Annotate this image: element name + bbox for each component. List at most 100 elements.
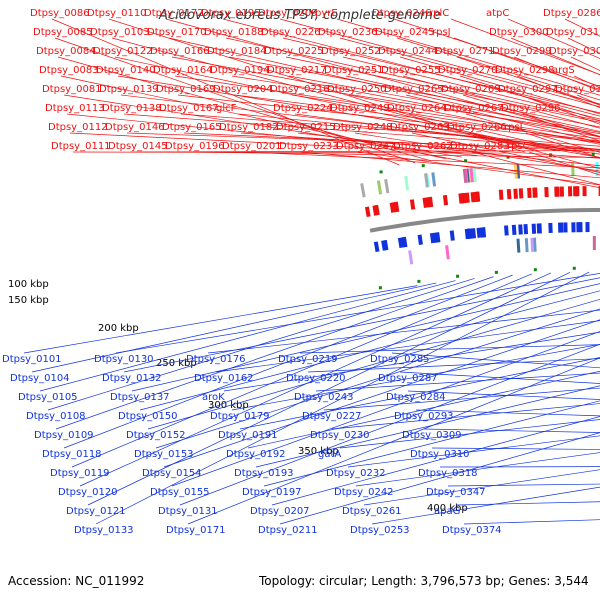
reverse-gene-arrow [468, 228, 474, 239]
reverse-leader-line [63, 274, 513, 449]
forward-gene-label: Dtpsy_0225 [264, 46, 324, 57]
forward-gene-arrow [425, 197, 431, 208]
reverse-leader-line [307, 358, 600, 373]
reverse-gene-arrow [401, 236, 408, 248]
reverse-gene-arrow [382, 239, 389, 251]
reverse-leader-line [147, 298, 600, 430]
tick-mark [464, 159, 468, 163]
forward-leader-line [54, 37, 416, 164]
scale-label: 300 kbp [208, 400, 249, 411]
forward-gene-label: Dtpsy_0299 [492, 46, 552, 57]
forward-gene-label: atpC [486, 8, 509, 19]
reverse-gene-label: Dtpsy_0121 [66, 506, 126, 517]
forward-leader-line [117, 75, 573, 151]
forward-gene-label: Dtpsy_0184 [207, 46, 267, 57]
forward-gene-label: Dtpsy_0194 [210, 65, 270, 76]
forward-leader-line [297, 132, 600, 167]
forward-gene-label: Dtpsy_0283 [450, 141, 510, 152]
forward-gene-label: Dtpsy_0145 [108, 141, 168, 152]
forward-leader-line [183, 132, 600, 152]
forward-leader-line [459, 75, 600, 122]
forward-gene-arrow [470, 192, 476, 203]
reverse-leader-line [331, 403, 600, 430]
reverse-gene-label: Dtpsy_0153 [134, 449, 194, 460]
forward-leader-line [237, 113, 600, 150]
forward-gene-arrow [513, 188, 518, 199]
forward-gene-arrow [364, 206, 371, 218]
reverse-gene-label: Dtpsy_0179 [210, 411, 270, 422]
scale-label: 200 kbp [98, 323, 139, 334]
reverse-gene-label: Dtpsy_0374 [442, 525, 502, 536]
reverse-gene-label: Dtpsy_0191 [218, 430, 278, 441]
forward-gene-label: rpsJ [432, 27, 451, 38]
forward-leader-line [168, 37, 600, 137]
reverse-gene-arrow [373, 241, 380, 253]
reverse-leader-line [347, 435, 600, 468]
forward-gene-label: Dtpsy_0217 [267, 65, 327, 76]
forward-gene-label: Dtpsy_0215 [276, 122, 336, 133]
reverse-gene-label: Dtpsy_0155 [150, 487, 210, 498]
forward-gene-label: Dtpsy_0103 [90, 27, 150, 38]
reverse-leader-line [123, 277, 600, 373]
feature-block [516, 238, 521, 253]
reverse-leader-line [391, 352, 600, 369]
forward-leader-line [456, 56, 600, 106]
forward-gene-label: Dtpsy_0263 [390, 122, 450, 133]
forward-leader-line [528, 151, 600, 176]
reverse-gene-label: Dtpsy_0318 [418, 468, 478, 479]
forward-gene-label: Dtpsy_0262 [393, 141, 453, 152]
forward-gene-label: Dtpsy_0111 [51, 141, 111, 152]
reverse-leader-line [31, 282, 437, 373]
scale-label: 400 kbp [427, 503, 468, 514]
reverse-gene-label: Dtpsy_0211 [258, 525, 318, 536]
forward-leader-line [357, 151, 600, 186]
forward-leader-line [240, 132, 600, 159]
reverse-leader-line [223, 331, 600, 392]
forward-gene-label: Dtpsy_0195 [201, 8, 261, 19]
reverse-gene-label: Dtpsy_0207 [250, 506, 310, 517]
reverse-gene-label: Dtpsy_0219 [278, 354, 338, 365]
feature-block [376, 180, 383, 195]
forward-gene-label: Dtpsy_0250 [327, 84, 387, 95]
reverse-leader-line [215, 320, 600, 373]
forward-leader-line [408, 113, 600, 158]
forward-leader-line [354, 132, 600, 172]
forward-gene-label: Dtpsy_0196 [165, 141, 225, 152]
reverse-leader-line [55, 276, 494, 430]
reverse-gene-label: Dtpsy_0197 [242, 487, 302, 498]
genome-backbone [369, 208, 600, 233]
forward-leader-line [342, 56, 600, 120]
reverse-leader-line [131, 283, 600, 392]
reverse-leader-line [299, 344, 600, 354]
forward-leader-line [399, 56, 600, 115]
reverse-gene-label: Dtpsy_0162 [194, 373, 254, 384]
genome-summary: Topology: circular; Length: 3,796,573 bp… [259, 574, 589, 588]
forward-gene-label: Dtpsy_0314 [555, 84, 600, 95]
forward-gene-label: pyrE [315, 8, 338, 19]
forward-leader-line [402, 75, 600, 129]
reverse-leader-line [271, 416, 600, 506]
reverse-leader-line [39, 280, 456, 392]
forward-gene-label: Dtpsy_0236 [318, 27, 378, 38]
forward-gene-arrow [393, 201, 400, 213]
forward-gene-label: Dtpsy_0266 [447, 122, 507, 133]
forward-leader-line [231, 75, 600, 134]
reverse-gene-label: Dtpsy_0120 [58, 487, 118, 498]
forward-leader-line [396, 37, 600, 101]
reverse-gene-label: Dtpsy_0310 [410, 449, 470, 460]
reverse-gene-arrow [429, 232, 436, 244]
feature-block [472, 167, 477, 183]
reverse-gene-label: Dtpsy_0227 [302, 411, 362, 422]
forward-gene-label: Dtpsy_0247 [336, 141, 396, 152]
reverse-gene-label: Dtpsy_0309 [402, 430, 462, 441]
feature-block [408, 250, 414, 265]
reverse-gene-label: Dtpsy_0193 [234, 468, 294, 479]
reverse-leader-line [23, 285, 418, 354]
reverse-leader-line [399, 371, 600, 384]
scale-label: 350 kbp [298, 446, 339, 457]
forward-gene-label: rpsC [507, 141, 530, 152]
forward-gene-label: Dtpsy_0113 [45, 103, 105, 114]
forward-gene-label: glcF [216, 103, 237, 114]
map-title: Acidovorax ebreus TPSY, complete genome [159, 8, 441, 23]
reverse-leader-line [407, 390, 600, 400]
